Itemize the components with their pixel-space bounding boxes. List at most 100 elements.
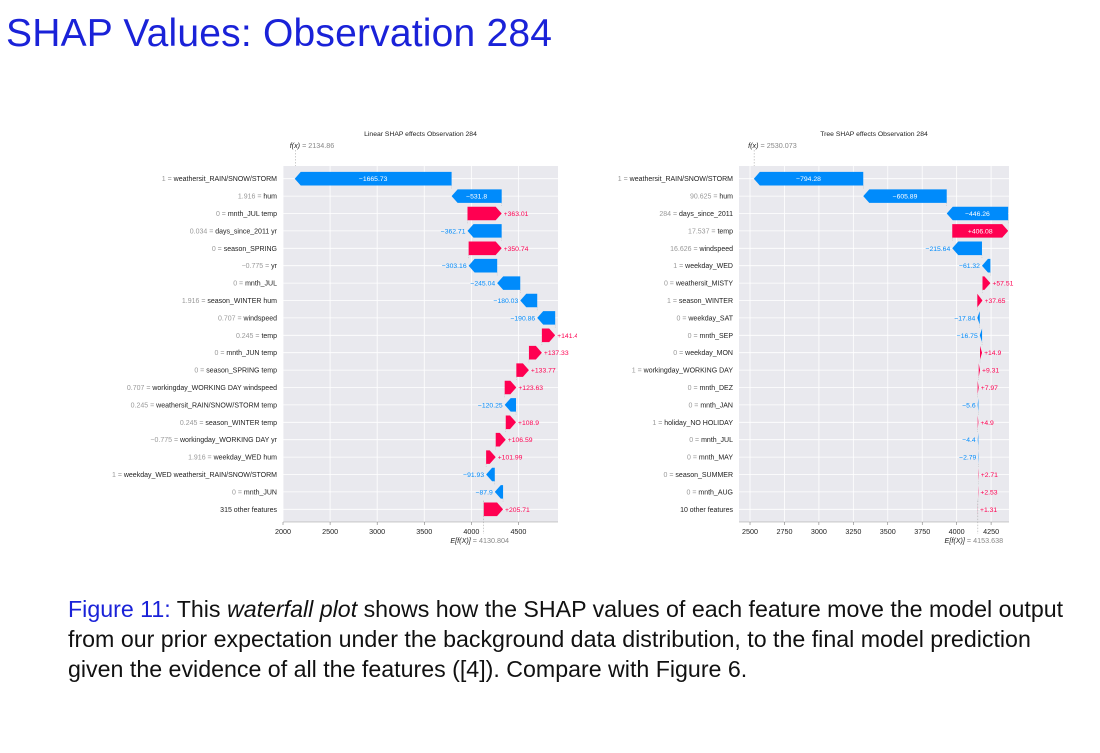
feature-label: 315 other features — [220, 507, 277, 514]
bar-value-label: −362.71 — [441, 228, 466, 235]
waterfall-bar — [504, 398, 517, 412]
feature-label: −0.775 = workingday_WORKING DAY yr — [150, 437, 277, 444]
bar-value-label: +133.77 — [531, 368, 556, 375]
feature-label: 0 = mnth_JUL — [233, 281, 277, 288]
feature-label: 1 = weekday_WED weathersit_RAIN/SNOW/STO… — [112, 472, 277, 479]
waterfall-bar — [982, 276, 991, 290]
feature-label: 0 = weekday_MON — [673, 350, 733, 357]
feature-label: 0 = weekday_SAT — [677, 315, 734, 322]
feature-label: 1 = season_WINTER — [667, 298, 733, 305]
linear-shap-waterfall-chart: Linear SHAP effects Observation 284 f(x) … — [112, 131, 577, 545]
feature-label: 0.707 = windspeed — [218, 315, 277, 322]
bar-value-label: −61.32 — [959, 263, 980, 270]
feature-label: 0 = mnth_JUN temp — [215, 350, 278, 357]
feature-label: 0 = weathersit_MISTY — [664, 281, 733, 288]
bar-value-label: +108.9 — [518, 420, 539, 427]
bar-value-label: +106.59 — [508, 437, 533, 444]
x-tick-label: 2500 — [322, 527, 338, 536]
waterfall-bar — [505, 415, 517, 430]
feature-label: 284 = days_since_2011 — [659, 211, 733, 218]
waterfall-bar — [977, 398, 979, 412]
feature-label: 1.916 = season_WINTER hum — [182, 298, 277, 305]
waterfall-bar — [294, 171, 452, 186]
feature-label: 0.245 = weathersit_RAIN/SNOW/STORM temp — [131, 402, 277, 409]
bar-value-label: −2.79 — [959, 455, 976, 462]
waterfall-bar — [486, 450, 496, 464]
tree-shap-waterfall-chart: Tree SHAP effects Observation 284 f(x) = … — [618, 131, 1014, 545]
bar-value-label: −1665.73 — [359, 176, 388, 183]
plot-background — [283, 166, 558, 522]
waterfall-bar — [946, 206, 1009, 221]
bar-value-label: −605.89 — [893, 194, 918, 201]
bar-value-label: +101.99 — [498, 455, 523, 462]
bar-value-label: −245.04 — [470, 281, 495, 288]
x-tick-label: 4000 — [949, 527, 965, 536]
feature-label: 0 = mnth_DEZ — [688, 385, 734, 392]
bar-value-label: −120.25 — [478, 402, 503, 409]
x-tick-label: 3000 — [369, 527, 385, 536]
bar-value-label: +4.9 — [980, 420, 994, 427]
feature-label: 90.625 = hum — [690, 194, 733, 201]
feature-label: 0.034 = days_since_2011 yr — [190, 228, 278, 235]
bar-value-label: +363.01 — [504, 211, 529, 218]
bar-value-label: −531.8 — [466, 194, 487, 201]
waterfall-bar — [495, 432, 506, 447]
waterfall-bar — [978, 363, 981, 377]
bar-value-label: −91.93 — [463, 472, 484, 479]
waterfall-bar — [467, 224, 502, 238]
waterfall-bar — [753, 171, 864, 186]
feature-label: 0.707 = workingday_WORKING DAY windspeed — [127, 385, 277, 392]
bar-value-label: +141.42 — [557, 333, 577, 340]
waterfall-bar — [483, 502, 504, 517]
feature-label: 0 = season_SPRING — [212, 246, 277, 253]
feature-label: 1 = weekday_WED — [673, 263, 733, 270]
waterfall-bar — [977, 380, 979, 395]
waterfall-bar — [504, 380, 517, 395]
x-tick-label: 3750 — [914, 527, 930, 536]
waterfall-bar — [979, 328, 983, 343]
x-tick-label: 4500 — [510, 527, 526, 536]
base-value-label: E[f(X)] = 4130.804 — [450, 536, 509, 545]
waterfall-bar — [468, 241, 502, 256]
waterfall-bar — [494, 485, 504, 499]
waterfall-bar — [952, 224, 1009, 238]
feature-label: 1 = weathersit_RAIN/SNOW/STORM — [618, 176, 733, 183]
bar-value-label: −5.6 — [962, 402, 976, 409]
bar-value-label: −446.26 — [965, 211, 990, 218]
bar-value-label: +205.71 — [505, 507, 530, 514]
bar-value-label: −180.03 — [493, 298, 518, 305]
waterfall-bar — [977, 311, 980, 325]
x-tick-label: 3500 — [880, 527, 896, 536]
feature-label: 0.245 = season_WINTER temp — [180, 420, 277, 427]
bar-value-label: +14.9 — [984, 350, 1001, 357]
waterfall-bar — [952, 241, 982, 256]
chart-title: Tree SHAP effects Observation 284 — [820, 131, 928, 138]
bar-value-label: +2.53 — [980, 489, 997, 496]
waterfall-bar — [980, 345, 983, 360]
waterfall-bar — [497, 276, 521, 290]
bar-value-label: −215.64 — [925, 246, 950, 253]
waterfall-bar — [520, 293, 538, 308]
waterfall-bar — [977, 432, 979, 447]
feature-label: 1.916 = weekday_WED hum — [188, 455, 277, 462]
caption-figure-label: Figure 11: — [68, 596, 171, 622]
bar-value-label: −4.4 — [962, 437, 976, 444]
bar-value-label: −17.84 — [954, 315, 975, 322]
feature-label: 0 = mnth_AUG — [687, 489, 734, 496]
x-tick-label: 3250 — [845, 527, 861, 536]
bar-value-label: −16.75 — [957, 333, 978, 340]
x-tick-label: 4250 — [983, 527, 999, 536]
base-value-label: E[f(X)] = 4153.638 — [945, 536, 1004, 545]
x-tick-label: 4000 — [463, 527, 479, 536]
chart-title: Linear SHAP effects Observation 284 — [364, 131, 477, 138]
waterfall-bar — [981, 258, 991, 273]
bar-value-label: −303.16 — [442, 263, 467, 270]
feature-label: 0 = mnth_JUL temp — [216, 211, 277, 218]
feature-label: 1 = weathersit_RAIN/SNOW/STORM — [162, 176, 277, 183]
waterfall-bar — [977, 293, 983, 308]
bar-value-label: +406.08 — [968, 228, 993, 235]
feature-label: 0 = mnth_SEP — [688, 333, 734, 340]
fx-label: f(x) = 2530.073 — [748, 141, 797, 150]
bar-value-label: −190.86 — [510, 315, 535, 322]
feature-label: 0 = mnth_JAN — [688, 402, 733, 409]
